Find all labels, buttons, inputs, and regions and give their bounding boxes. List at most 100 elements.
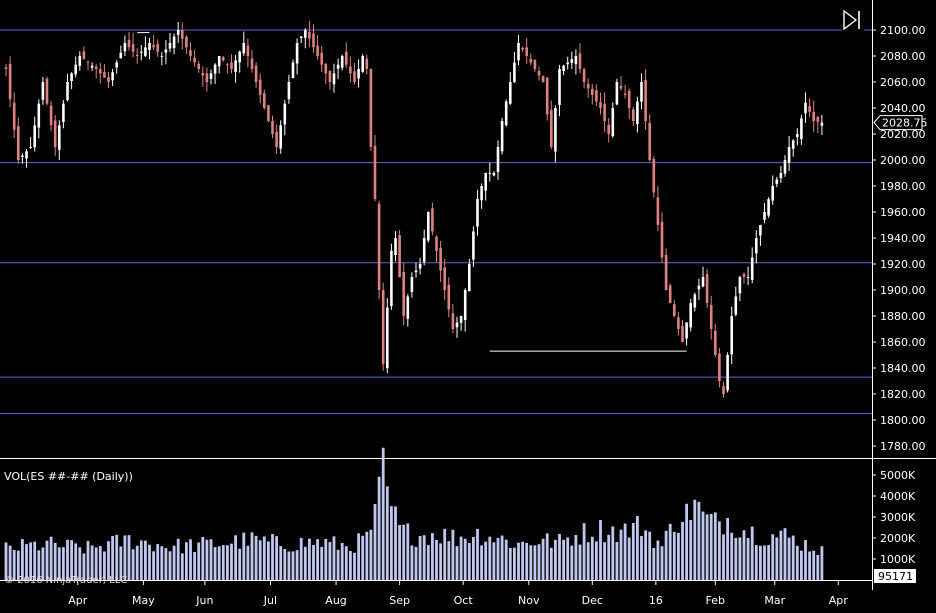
- volume-bar[interactable]: [53, 542, 57, 580]
- candle[interactable]: [94, 66, 98, 69]
- volume-bar[interactable]: [230, 543, 233, 580]
- volume-bar[interactable]: [431, 533, 434, 580]
- candle[interactable]: [451, 313, 455, 329]
- volume-bar[interactable]: [549, 547, 553, 580]
- volume-bar[interactable]: [394, 506, 397, 580]
- candle[interactable]: [176, 30, 180, 35]
- volume-panel[interactable]: [4, 447, 824, 580]
- volume-bar[interactable]: [201, 537, 205, 580]
- volume-bar[interactable]: [57, 547, 61, 580]
- volume-bar[interactable]: [595, 541, 598, 580]
- volume-bar[interactable]: [111, 535, 114, 580]
- candle[interactable]: [103, 72, 106, 78]
- volume-bar[interactable]: [49, 536, 53, 580]
- candle[interactable]: [714, 330, 717, 355]
- candle[interactable]: [254, 65, 258, 82]
- volume-bar[interactable]: [267, 541, 270, 580]
- volume-bar[interactable]: [771, 534, 775, 580]
- volume-bar[interactable]: [705, 514, 709, 580]
- volume-bar[interactable]: [631, 522, 635, 580]
- volume-bar[interactable]: [451, 529, 455, 580]
- candle[interactable]: [41, 82, 45, 100]
- volume-bar[interactable]: [328, 542, 332, 580]
- candle[interactable]: [21, 155, 24, 157]
- candle[interactable]: [476, 199, 479, 227]
- volume-bar[interactable]: [213, 547, 217, 580]
- candle[interactable]: [148, 43, 151, 51]
- candle[interactable]: [796, 134, 799, 138]
- volume-bar[interactable]: [381, 447, 385, 580]
- candle[interactable]: [185, 36, 188, 48]
- candle[interactable]: [431, 208, 434, 232]
- candle[interactable]: [734, 296, 738, 315]
- candle[interactable]: [386, 307, 389, 369]
- candle[interactable]: [402, 271, 405, 316]
- volume-bar[interactable]: [275, 536, 278, 580]
- volume-bar[interactable]: [603, 542, 606, 580]
- candle[interactable]: [377, 203, 381, 290]
- volume-bar[interactable]: [636, 516, 639, 580]
- volume-bar[interactable]: [697, 501, 701, 580]
- candle[interactable]: [435, 236, 438, 251]
- volume-bar[interactable]: [103, 551, 106, 580]
- candle[interactable]: [759, 225, 762, 236]
- candle[interactable]: [582, 69, 586, 82]
- candle[interactable]: [537, 70, 541, 76]
- candle[interactable]: [705, 274, 709, 303]
- candle[interactable]: [533, 59, 537, 69]
- candle[interactable]: [488, 173, 492, 174]
- candle[interactable]: [603, 103, 606, 121]
- volume-bar[interactable]: [500, 535, 504, 580]
- volume-bar[interactable]: [16, 550, 20, 580]
- candle[interactable]: [90, 65, 94, 68]
- volume-bar[interactable]: [377, 476, 381, 580]
- volume-bar[interactable]: [385, 486, 389, 580]
- volume-bar[interactable]: [291, 551, 295, 580]
- candle[interactable]: [525, 47, 528, 56]
- candle[interactable]: [787, 147, 791, 163]
- candle[interactable]: [640, 82, 643, 102]
- candle[interactable]: [357, 69, 360, 79]
- volume-bar[interactable]: [672, 531, 676, 580]
- candle[interactable]: [275, 131, 278, 147]
- volume-bar[interactable]: [262, 536, 266, 580]
- candle[interactable]: [541, 76, 545, 82]
- volume-bar[interactable]: [209, 539, 213, 580]
- candle[interactable]: [226, 64, 229, 66]
- candle[interactable]: [619, 85, 623, 89]
- candle[interactable]: [410, 277, 414, 293]
- candle[interactable]: [25, 151, 28, 159]
- candle[interactable]: [115, 62, 118, 68]
- volume-bar[interactable]: [349, 551, 352, 580]
- volume-bar[interactable]: [767, 545, 770, 580]
- volume-bar[interactable]: [238, 548, 242, 580]
- candle[interactable]: [644, 79, 647, 121]
- volume-bar[interactable]: [566, 537, 570, 580]
- candle[interactable]: [492, 173, 496, 176]
- candle[interactable]: [578, 53, 582, 69]
- volume-bar[interactable]: [640, 536, 643, 580]
- candle[interactable]: [779, 173, 783, 179]
- volume-bar[interactable]: [41, 547, 45, 580]
- volume-bar[interactable]: [508, 547, 512, 580]
- volume-bar[interactable]: [808, 551, 811, 580]
- volume-bar[interactable]: [754, 545, 758, 580]
- volume-bar[interactable]: [615, 541, 619, 580]
- candle[interactable]: [394, 238, 397, 255]
- candle[interactable]: [504, 101, 508, 126]
- candle[interactable]: [791, 140, 795, 149]
- candle[interactable]: [677, 317, 680, 329]
- volume-bar[interactable]: [664, 530, 668, 580]
- volume-bar[interactable]: [701, 511, 705, 580]
- volume-bar[interactable]: [623, 523, 627, 580]
- volume-bar[interactable]: [98, 546, 102, 580]
- candle[interactable]: [336, 64, 340, 69]
- volume-bar[interactable]: [443, 528, 447, 580]
- volume-bar[interactable]: [312, 544, 315, 580]
- candle[interactable]: [697, 285, 701, 290]
- candle[interactable]: [562, 65, 565, 72]
- candle[interactable]: [406, 296, 410, 319]
- candle[interactable]: [283, 103, 287, 125]
- candle[interactable]: [648, 122, 651, 160]
- volume-bar[interactable]: [226, 545, 229, 580]
